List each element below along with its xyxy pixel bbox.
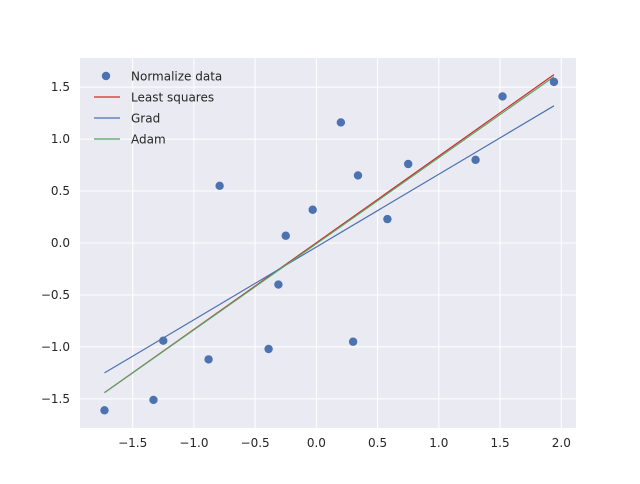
data-point bbox=[336, 118, 346, 127]
x-tick-label: 2.0 bbox=[552, 436, 571, 450]
x-tick-label: 1.0 bbox=[429, 436, 448, 450]
series-line-grad bbox=[104, 105, 555, 374]
data-point bbox=[353, 171, 363, 180]
x-tick-label: 0.0 bbox=[307, 436, 326, 450]
legend-marker bbox=[101, 71, 111, 81]
data-point bbox=[215, 181, 224, 191]
grid bbox=[80, 58, 576, 428]
data-point bbox=[498, 92, 507, 101]
series-layer bbox=[100, 74, 559, 415]
y-tick-label: 1.5 bbox=[51, 80, 70, 94]
y-tick-label: 0.5 bbox=[51, 184, 70, 198]
data-point bbox=[549, 77, 559, 87]
data-point bbox=[348, 337, 358, 346]
x-tick-label: −0.5 bbox=[241, 436, 270, 450]
data-point bbox=[149, 395, 158, 405]
legend-label: Least squares bbox=[131, 91, 214, 105]
x-tick-label: 0.5 bbox=[368, 436, 387, 450]
data-point bbox=[264, 344, 273, 354]
x-tick-label: −1.5 bbox=[118, 436, 147, 450]
y-tick-label: 1.0 bbox=[51, 132, 70, 146]
data-point bbox=[281, 231, 290, 240]
y-tick-label: 0.0 bbox=[51, 236, 70, 250]
y-tick-label: −0.5 bbox=[41, 288, 70, 302]
x-tick-label: 1.5 bbox=[491, 436, 510, 450]
legend-label: Normalize data bbox=[131, 70, 222, 84]
data-point bbox=[274, 280, 283, 289]
data-point bbox=[308, 205, 317, 214]
y-tick-label: −1.0 bbox=[41, 340, 70, 354]
legend-label: Grad bbox=[131, 112, 160, 126]
data-point bbox=[100, 406, 109, 415]
series-line-adam bbox=[104, 76, 555, 394]
data-point bbox=[383, 214, 392, 224]
data-point bbox=[159, 336, 168, 345]
legend-label: Adam bbox=[131, 133, 166, 147]
y-tick-label: −1.5 bbox=[41, 392, 70, 406]
tick-labels: −1.5 −1.0 −0.5 0.0 0.5 1.0 1.5 2.0 −1.5 −1.0 −0.5 0… bbox=[41, 80, 571, 450]
data-point bbox=[404, 159, 413, 169]
data-point bbox=[204, 355, 213, 364]
data-point bbox=[471, 155, 480, 165]
legend: Normalize data Least squares Grad Adam bbox=[94, 70, 222, 147]
x-tick-label: −1.0 bbox=[179, 436, 208, 450]
